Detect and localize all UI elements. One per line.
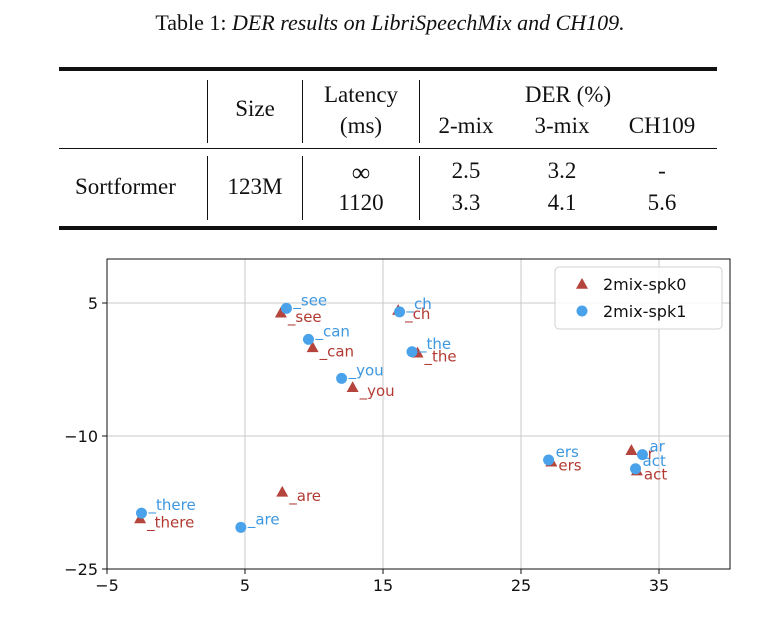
scatter-point-spk1: [406, 346, 418, 358]
point-label: _there: [146, 513, 194, 532]
model-size: 123M: [227, 174, 283, 199]
scatter-point-spk0: [625, 444, 638, 455]
point-label: ers: [558, 457, 581, 475]
x-tick-label: 5: [240, 576, 250, 595]
scatter-point-spk1: [280, 302, 292, 314]
scatter-point-spk1: [302, 333, 314, 345]
legend-label-spk1: 2mix-spk1: [603, 302, 686, 321]
point-label: _there: [148, 496, 196, 515]
point-label: _are: [288, 487, 321, 506]
point-label: ers: [556, 443, 579, 461]
point-label: _can: [314, 322, 349, 341]
point-label: _are: [247, 510, 280, 529]
header-latency: Latency: [323, 82, 399, 107]
plot-frame: [106, 258, 731, 570]
point-label: _ch: [404, 305, 430, 324]
header-2mix: 2-mix: [438, 113, 494, 138]
legend-box: [554, 266, 723, 330]
row1-2mix: 2.5: [451, 158, 481, 183]
scatter-point-spk0: [346, 381, 359, 393]
legend-marker-spk0: [576, 278, 588, 289]
scatter-point-spk1: [235, 521, 247, 533]
row2-latency: 1120: [338, 190, 384, 215]
scatter-point-spk1: [636, 449, 648, 461]
scatter-point-spk0: [306, 341, 319, 353]
point-label: _can: [319, 342, 354, 361]
header-latency-unit: (ms): [339, 113, 383, 138]
scatter-point-spk1: [336, 372, 348, 384]
point-label: _you: [348, 361, 384, 380]
header-der: DER (%): [524, 82, 612, 107]
scatter-point-spk1: [630, 463, 642, 475]
point-label: act: [643, 452, 666, 470]
table-vline: [419, 80, 420, 143]
legend-label-spk0: 2mix-spk0: [603, 275, 686, 294]
table-mid-rule: [59, 148, 717, 149]
row2-ch109: 5.6: [647, 190, 677, 215]
table-vline: [419, 156, 420, 220]
y-tick-label: −25: [64, 560, 98, 579]
scatter-point-spk0: [276, 485, 289, 497]
table-caption: Table 1: DER results on LibriSpeechMix a…: [0, 10, 780, 36]
row1-latency: ∞: [351, 158, 371, 187]
x-tick-label: −5: [95, 576, 119, 595]
x-tick-label: 15: [373, 576, 393, 595]
table-caption-prefix: Table 1:: [155, 10, 232, 35]
scatter-point-spk1: [136, 507, 147, 519]
point-label: ar: [649, 438, 665, 456]
row2-3mix: 4.1: [547, 190, 577, 215]
row1-ch109: -: [658, 158, 666, 183]
x-tick-label: 35: [649, 576, 669, 595]
table-caption-title: DER results on LibriSpeechMix and CH109.: [231, 10, 625, 35]
scatter-point-spk0: [274, 306, 287, 318]
table-vline: [302, 156, 303, 220]
row1-3mix: 3.2: [547, 158, 577, 183]
table-vline: [302, 80, 303, 143]
table-top-rule: [59, 67, 717, 71]
scatter-point-spk1: [543, 454, 555, 466]
header-3mix: 3-mix: [534, 113, 590, 138]
point-label: _see: [292, 291, 327, 310]
point-label: _you: [359, 382, 395, 401]
model-name: Sortformer: [75, 174, 176, 199]
x-tick-label: 25: [511, 576, 531, 595]
row2-2mix: 3.3: [451, 190, 481, 215]
scatter-point-spk1: [394, 306, 406, 318]
header-ch109: CH109: [628, 113, 696, 138]
y-tick-label: −10: [64, 427, 98, 446]
table-vline: [207, 80, 208, 143]
legend-marker-spk1: [576, 305, 588, 317]
point-label: _ch: [406, 295, 432, 314]
y-tick-label: 5: [88, 294, 98, 313]
header-size: Size: [235, 96, 275, 121]
point-label: act: [644, 466, 667, 484]
table-bottom-rule: [59, 226, 717, 230]
point-label: _the: [418, 335, 451, 354]
point-label: _the: [424, 348, 457, 367]
table-vline: [207, 156, 208, 220]
point-label: _see: [287, 308, 322, 327]
